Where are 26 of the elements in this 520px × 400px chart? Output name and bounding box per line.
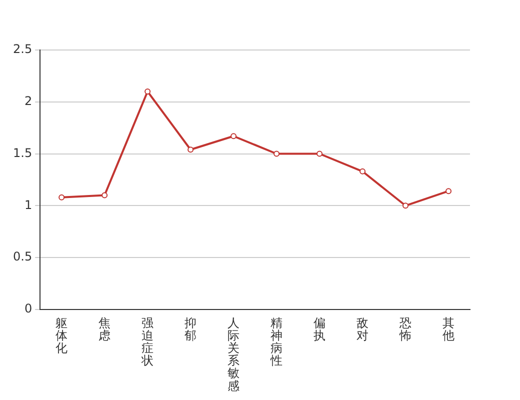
point bbox=[402, 202, 409, 209]
point bbox=[102, 192, 108, 198]
y-tick-label: 2 bbox=[24, 94, 32, 108]
point bbox=[144, 88, 151, 95]
y-tick-label: 1 bbox=[24, 198, 32, 212]
x-tick-label: 躯体化 bbox=[56, 316, 68, 356]
point bbox=[274, 150, 280, 157]
point bbox=[230, 133, 237, 140]
x-tick-label: 精神病性 bbox=[270, 316, 283, 368]
x-tick-label: 强迫症状 bbox=[140, 316, 154, 368]
y-tick-label: 2.5 bbox=[12, 42, 32, 56]
point bbox=[316, 150, 323, 157]
x-tick-label: 敌对 bbox=[356, 316, 369, 342]
point bbox=[360, 168, 366, 174]
x-tick-label: 人际关系敏感 bbox=[228, 316, 240, 393]
x-tick-label: 其他 bbox=[442, 316, 455, 342]
point bbox=[58, 194, 65, 200]
x-tick-label: 抑郁 bbox=[184, 316, 197, 342]
y-tick-label: 0.5 bbox=[12, 250, 32, 264]
y-tick-label: 1.5 bbox=[12, 146, 32, 160]
x-tick-label: 焦虑 bbox=[98, 316, 111, 342]
x-tick-label: 偏执 bbox=[314, 316, 326, 342]
point bbox=[188, 146, 194, 153]
x-tick-label: 恐怖 bbox=[398, 316, 412, 342]
point bbox=[446, 188, 452, 194]
y-tick-label: 0 bbox=[24, 302, 32, 316]
